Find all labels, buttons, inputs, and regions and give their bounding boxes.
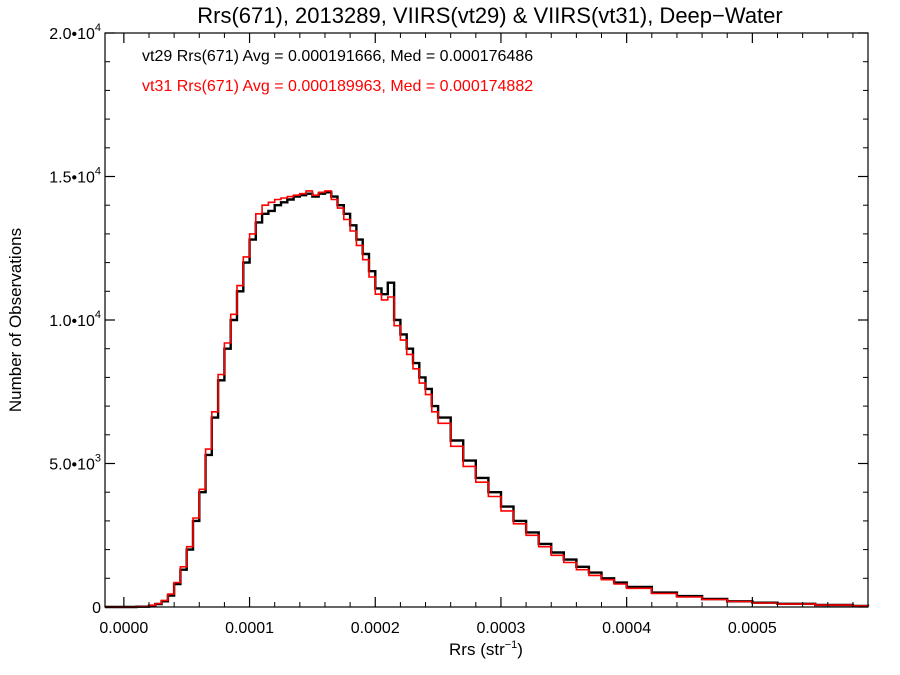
plot-area (105, 190, 870, 609)
y-tick-label-exponent: 4 (95, 309, 101, 321)
x-tick-label: 0.0002 (351, 620, 400, 637)
axes: 0.0000 0.0001 0.0002 0.0003 0.0004 0.0005 0 5.0… (49, 22, 868, 637)
y-tick-label-exponent: 4 (95, 22, 101, 34)
x-tick-label: 0.0004 (602, 620, 651, 637)
y-tick-label-base: 1.5•10 (49, 170, 95, 187)
x-tick-label: 0.0003 (476, 620, 525, 637)
y-tick-label-base: 2.0•10 (49, 26, 95, 43)
series-line-vt31 (105, 190, 869, 608)
y-tick-label-base: 0 (92, 600, 101, 617)
y-tick-label-base: 5.0•10 (49, 457, 95, 474)
y-tick-label: 1.5•104 (49, 166, 101, 187)
y-tick-label-base: 1.0•10 (49, 313, 95, 330)
annotation-vt31: vt31 Rrs(671) Avg = 0.000189963, Med = 0… (142, 78, 533, 95)
y-tick-label: 2.0•104 (49, 22, 101, 43)
y-axis-label: Number of Observations (6, 228, 25, 412)
y-tick-label: 5.0•103 (49, 453, 101, 474)
x-tick-label: 0.0000 (99, 620, 148, 637)
x-axis-label-main: Rrs (str (449, 640, 505, 659)
y-tick-label: 1.0•104 (49, 309, 101, 330)
x-axis-label-sup: −1 (505, 639, 518, 651)
y-tick-label-exponent: 3 (95, 453, 101, 465)
y-tick-label-exponent: 4 (95, 166, 101, 178)
x-tick-label: 0.0001 (225, 620, 274, 637)
x-axis-label: Rrs (str−1) (449, 639, 523, 659)
x-axis-label-end: ) (517, 640, 523, 659)
annotation-vt29: vt29 Rrs(671) Avg = 0.000191666, Med = 0… (142, 48, 533, 65)
y-tick-label: 0 (92, 600, 101, 617)
chart-title: Rrs(671), 2013289, VIIRS(vt29) & VIIRS(v… (197, 3, 782, 28)
x-tick-label: 0.0005 (728, 620, 777, 637)
